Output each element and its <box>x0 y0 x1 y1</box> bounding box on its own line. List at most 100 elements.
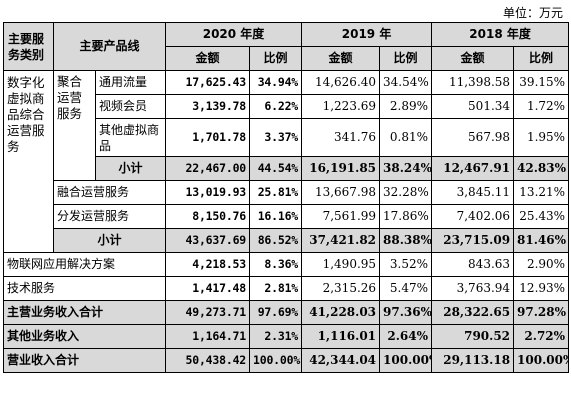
ratio-2019: 34.54% <box>379 70 433 95</box>
ratio-2019: 5.47% <box>379 276 433 301</box>
subtotal-row: 小计 43,637.69 86.52% 37,421.82 88.38% 23,… <box>4 228 570 253</box>
amount-header-2018: 金额 <box>431 46 515 71</box>
year-2020-header: 2020 年度 <box>165 22 303 47</box>
total-row: 其他业务收入 1,164.71 2.31% 1,116.01 2.64% 790… <box>2 324 570 349</box>
amount-2020: 43,637.69 <box>165 228 251 253</box>
row-label: 视频会员 <box>94 94 167 119</box>
table-row: 融合运营服务 13,019.93 25.81% 13,667.98 32.28%… <box>4 180 570 205</box>
amount-2018: 11,398.58 <box>431 70 515 95</box>
row-label: 小计 <box>52 228 167 253</box>
row-label: 其他虚拟商品 <box>94 118 167 157</box>
amount-2020: 22,467.00 <box>165 156 251 181</box>
amount-2019: 16,191.85 <box>301 156 381 181</box>
amount-2020: 3,139.78 <box>165 94 251 119</box>
ratio-2020: 97.69% <box>249 300 303 325</box>
amount-2019: 2,315.26 <box>301 276 381 301</box>
ratio-2020: 44.54% <box>249 156 303 181</box>
ratio-2018: 13.21% <box>513 180 570 205</box>
group-digital-goods: 数字化虚拟商品综合运营服务 <box>3 70 54 253</box>
amount-2020: 1,164.71 <box>165 324 251 349</box>
year-2019-header: 2019 年 <box>301 22 433 47</box>
ratio-2020: 34.94% <box>249 70 303 95</box>
amount-header-2020: 金额 <box>165 46 251 71</box>
amount-2018: 3,763.94 <box>431 276 515 301</box>
ratio-header-2018: 比例 <box>513 46 570 71</box>
ratio-2020: 25.81% <box>249 180 303 205</box>
amount-2020: 1,417.48 <box>165 276 251 301</box>
amount-2019: 37,421.82 <box>301 228 381 253</box>
amount-2020: 8,150.76 <box>165 204 251 229</box>
ratio-2020: 2.31% <box>249 324 303 349</box>
amount-2019: 1,223.69 <box>301 94 381 119</box>
table-row: 数字化虚拟商品综合运营服务 聚合运营服务 通用流量 17,625.43 34.9… <box>3 70 570 253</box>
ratio-2019: 38.24% <box>379 156 433 181</box>
ratio-2018: 97.28% <box>513 300 570 325</box>
row-label: 主营业务收入合计 <box>2 300 167 325</box>
amount-2018: 28,322.65 <box>431 300 515 325</box>
amount-2018: 790.52 <box>431 324 515 349</box>
product-line-header: 主要产品线 <box>52 22 167 71</box>
ratio-2019: 2.89% <box>379 94 433 119</box>
amount-2018: 12,467.91 <box>431 156 515 181</box>
table-row: 物联网应用解决方案 4,218.53 8.36% 1,490.95 3.52% … <box>2 252 570 277</box>
amount-2019: 14,626.40 <box>301 70 381 95</box>
ratio-header-2019: 比例 <box>379 46 433 71</box>
ratio-2020: 86.52% <box>249 228 303 253</box>
amount-2020: 4,218.53 <box>165 252 251 277</box>
amount-2018: 7,402.06 <box>431 204 515 229</box>
ratio-2019: 97.36% <box>379 300 433 325</box>
subtotal-row: 小计 22,467.00 44.54% 16,191.85 38.24% 12,… <box>4 156 570 181</box>
ratio-2018: 12.93% <box>513 276 570 301</box>
group-aggregated-ops: 聚合运营服务 <box>53 70 96 181</box>
row-label: 其他业务收入 <box>2 324 167 349</box>
amount-2018: 23,715.09 <box>431 228 515 253</box>
ratio-2018: 1.72% <box>513 94 570 119</box>
ratio-2019: 0.81% <box>379 118 433 157</box>
amount-2019: 13,667.98 <box>301 180 381 205</box>
amount-2020: 50,438.42 <box>165 348 251 373</box>
ratio-2020: 100.00% <box>249 348 303 373</box>
amount-2020: 17,625.43 <box>165 70 251 95</box>
amount-2019: 341.76 <box>301 118 381 157</box>
ratio-2018: 1.95% <box>513 118 570 157</box>
ratio-2019: 17.86% <box>379 204 433 229</box>
amount-2019: 41,228.03 <box>301 300 381 325</box>
ratio-2018: 100.00% <box>513 348 570 373</box>
table-row: 视频会员 3,139.78 6.22% 1,223.69 2.89% 501.3… <box>4 94 570 119</box>
amount-2020: 1,701.78 <box>165 118 251 157</box>
ratio-2019: 88.38% <box>379 228 433 253</box>
ratio-header-2020: 比例 <box>249 46 303 71</box>
amount-2018: 843.63 <box>431 252 515 277</box>
ratio-2020: 2.81% <box>249 276 303 301</box>
row-label: 小计 <box>94 156 167 181</box>
ratio-2018: 39.15% <box>513 70 570 95</box>
row-label: 物联网应用解决方案 <box>2 252 167 277</box>
category-header: 主要服务类别 <box>3 22 54 71</box>
table-row: 技术服务 1,417.48 2.81% 2,315.26 5.47% 3,763… <box>2 276 570 301</box>
ratio-2019: 2.64% <box>379 324 433 349</box>
row-label: 融合运营服务 <box>52 180 167 205</box>
total-row: 主营业务收入合计 49,273.71 97.69% 41,228.03 97.3… <box>2 300 570 325</box>
ratio-2018: 81.46% <box>513 228 570 253</box>
ratio-2018: 42.83% <box>513 156 570 181</box>
amount-2019: 7,561.99 <box>301 204 381 229</box>
ratio-2019: 32.28% <box>379 180 433 205</box>
ratio-2019: 100.00% <box>379 348 433 373</box>
amount-2019: 42,344.04 <box>301 348 381 373</box>
ratio-2019: 3.52% <box>379 252 433 277</box>
amount-2018: 3,845.11 <box>431 180 515 205</box>
ratio-2020: 6.22% <box>249 94 303 119</box>
amount-2019: 1,116.01 <box>301 324 381 349</box>
ratio-2020: 8.36% <box>249 252 303 277</box>
ratio-2020: 3.37% <box>249 118 303 157</box>
amount-2020: 49,273.71 <box>165 300 251 325</box>
amount-2020: 13,019.93 <box>165 180 251 205</box>
ratio-2018: 25.43% <box>513 204 570 229</box>
ratio-2018: 2.90% <box>513 252 570 277</box>
revenue-table: 主要服务类别 主要产品线 2020 年度 2019 年 2018 年度 金额 比… <box>2 22 570 373</box>
row-label: 技术服务 <box>2 276 167 301</box>
amount-2018: 29,113.18 <box>431 348 515 373</box>
row-label: 营业收入合计 <box>2 348 167 373</box>
amount-2018: 567.98 <box>431 118 515 157</box>
total-row: 营业收入合计 50,438.42 100.00% 42,344.04 100.0… <box>2 348 570 373</box>
